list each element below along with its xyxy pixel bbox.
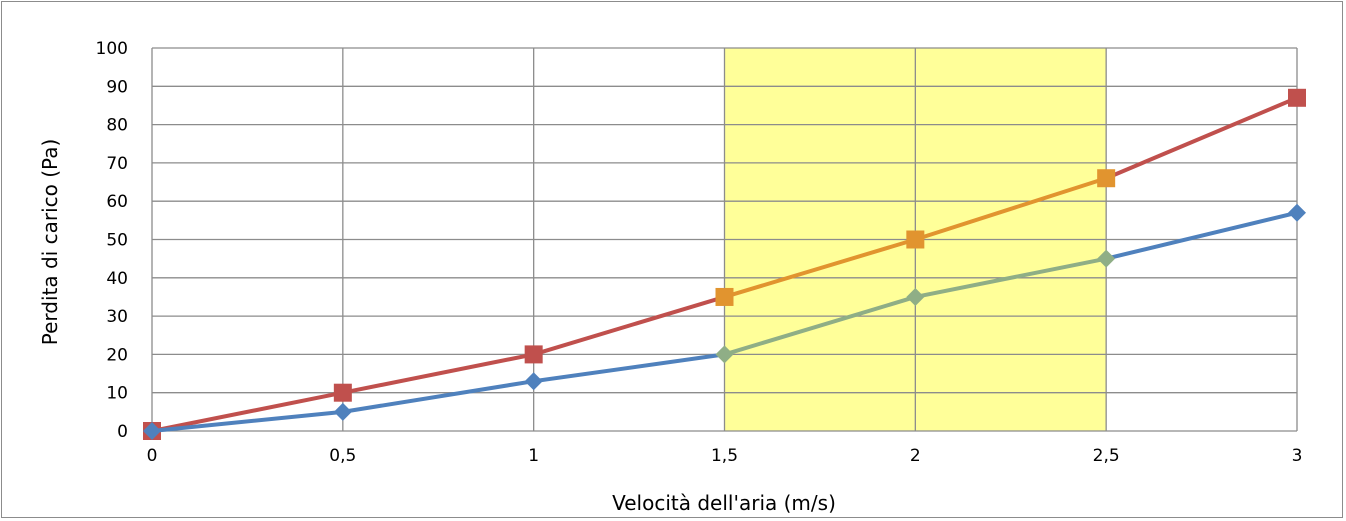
series-line-segment xyxy=(913,176,1109,242)
x-tick-label: 2,5 xyxy=(1093,446,1120,466)
y-axis-title: Perdita di carico (Pa) xyxy=(38,139,62,345)
data-point-diamond xyxy=(906,287,925,306)
y-tick-label: 90 xyxy=(106,77,128,97)
y-tick-label: 20 xyxy=(106,345,128,365)
y-tick-label: 10 xyxy=(106,384,128,404)
x-tick-label: 0,5 xyxy=(329,446,356,466)
data-point-diamond xyxy=(1288,203,1306,222)
data-point-square xyxy=(1288,88,1306,107)
data-point-diamond xyxy=(524,372,543,391)
x-tick-label: 0 xyxy=(147,446,158,466)
series-line-segment xyxy=(150,409,345,433)
data-point-diamond xyxy=(143,422,161,440)
x-axis-title: Velocità dell'aria (m/s) xyxy=(612,491,836,515)
y-tick-label: 60 xyxy=(106,192,128,212)
series-line-segment xyxy=(1104,210,1299,261)
series-line-segment xyxy=(722,294,918,357)
x-tick-label: 2 xyxy=(910,446,921,466)
series-layer xyxy=(143,88,1306,440)
x-tick-label: 1 xyxy=(528,446,539,466)
series-line-segment xyxy=(150,390,345,433)
y-tick-label: 70 xyxy=(106,154,128,174)
series-line-segment xyxy=(531,352,727,384)
y-tick-label: 0 xyxy=(117,422,128,442)
gridlines xyxy=(151,47,1298,432)
series-line-segment xyxy=(340,352,536,395)
y-tick-label: 50 xyxy=(106,231,128,251)
tick-labels: 0 10 20 30 40 50 60 70 80 90 100 0 0,5 1 1,5 2 2,5 3 xyxy=(96,39,1303,466)
y-tick-label: 30 xyxy=(106,307,128,327)
data-point-diamond xyxy=(1097,249,1116,268)
data-point-square xyxy=(1097,169,1116,188)
x-tick-label: 3 xyxy=(1292,446,1303,466)
data-point-square xyxy=(333,383,352,402)
series-line-segment xyxy=(722,237,918,299)
series-line-segment xyxy=(913,256,1109,299)
data-point-diamond xyxy=(715,345,734,364)
x-tick-label: 1,5 xyxy=(711,446,738,466)
series-line-segment xyxy=(1104,95,1299,181)
series-line-segment xyxy=(340,379,536,414)
data-point-square xyxy=(906,230,925,249)
y-tick-label: 80 xyxy=(106,116,128,136)
series-line-segment xyxy=(531,294,727,357)
data-point-diamond xyxy=(333,402,352,421)
y-tick-label: 100 xyxy=(96,39,128,59)
data-point-square xyxy=(524,345,543,364)
data-point-square xyxy=(715,287,734,306)
y-tick-label: 40 xyxy=(106,269,128,289)
